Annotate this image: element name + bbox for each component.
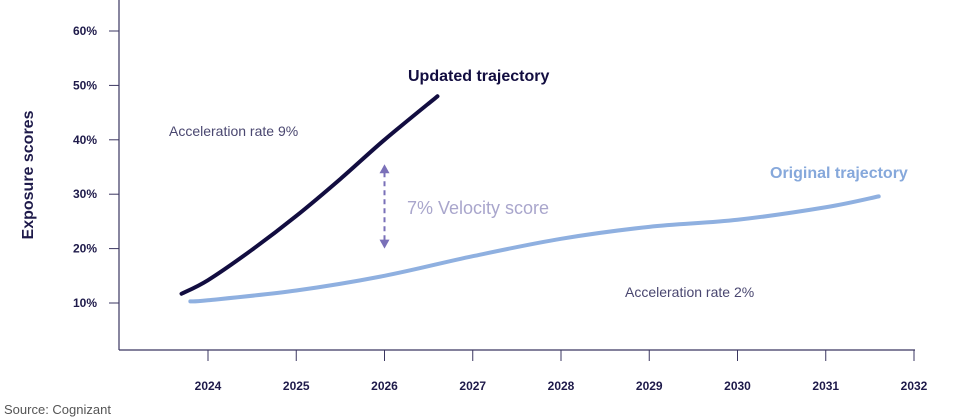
annotation-acceleration-2: Acceleration rate 2%	[625, 284, 754, 300]
x-tick-label: 2028	[548, 379, 575, 393]
x-tick-label: 2025	[283, 379, 310, 393]
legend-original-trajectory: Original trajectory	[770, 165, 908, 182]
y-tick-label: 30%	[73, 187, 97, 201]
y-axis-label: Exposure scores	[20, 110, 37, 239]
velocity-arrow	[379, 164, 390, 249]
x-tick-label: 2026	[371, 379, 398, 393]
annotation-acceleration-9: Acceleration rate 9%	[169, 123, 298, 139]
legend-updated-trajectory: Updated trajectory	[408, 68, 549, 85]
arrow-up-icon	[379, 164, 390, 174]
x-tick-label: 2032	[901, 379, 928, 393]
y-tick-label: 10%	[73, 296, 97, 310]
arrow-down-icon	[379, 239, 390, 249]
x-tick-label: 2031	[812, 379, 839, 393]
x-tick-label: 2027	[459, 379, 486, 393]
x-tick-label: 2029	[636, 379, 663, 393]
x-tick-label: 2024	[195, 379, 222, 393]
source-note: Source: Cognizant	[4, 402, 111, 417]
updated-trajectory-line	[179, 94, 440, 296]
y-tick-label: 60%	[73, 24, 97, 38]
y-tick-label: 40%	[73, 133, 97, 147]
x-tick-label: 2030	[724, 379, 751, 393]
original-trajectory-line	[188, 194, 881, 304]
y-tick-label: 20%	[73, 242, 97, 256]
y-tick-label: 50%	[73, 78, 97, 92]
annotation-velocity-score: 7% Velocity score	[407, 198, 549, 218]
